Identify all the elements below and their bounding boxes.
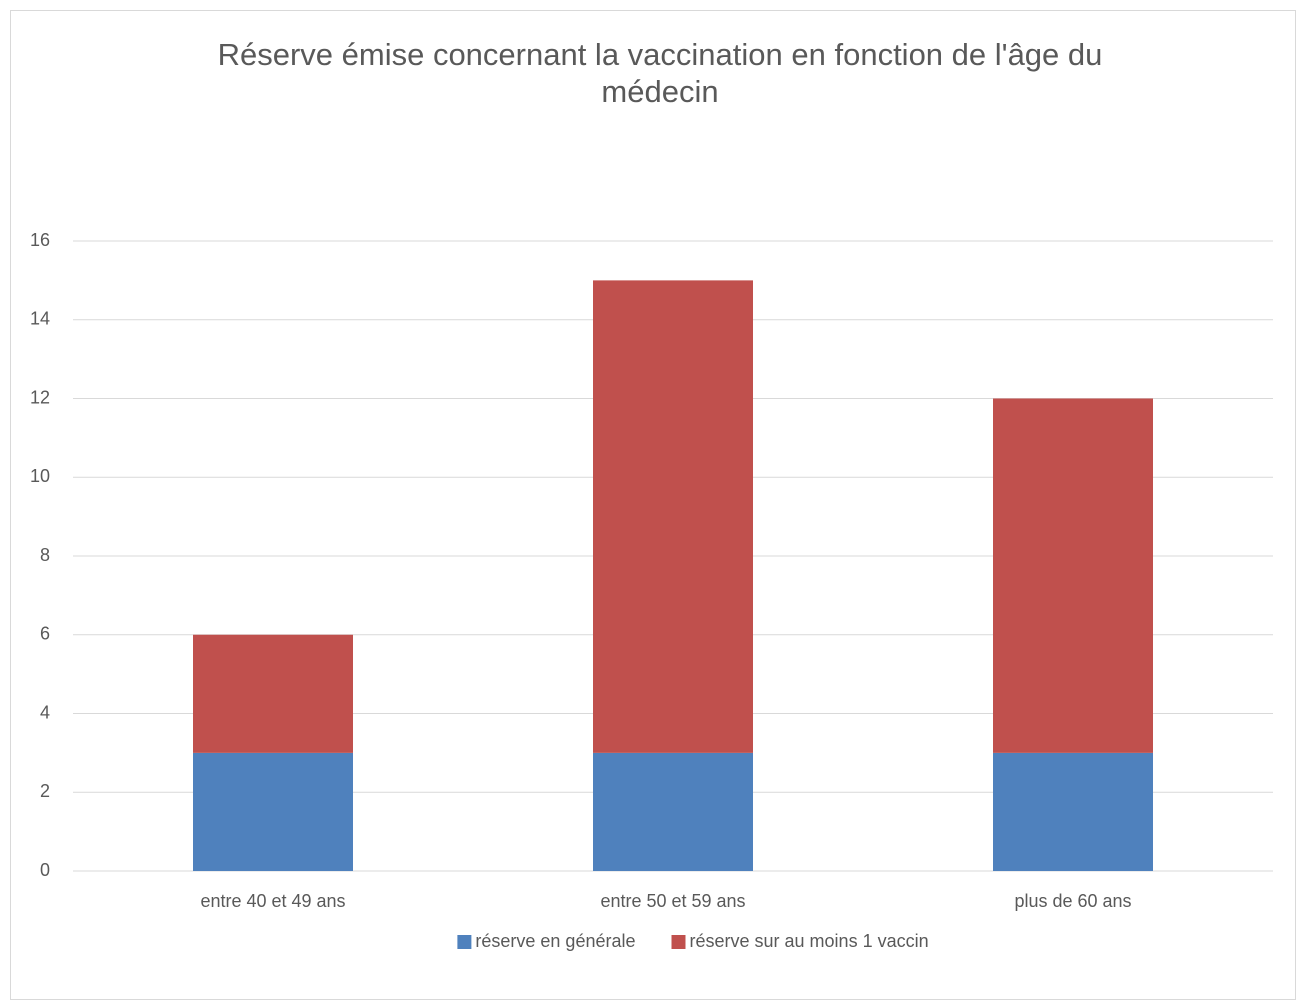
legend-swatch [671, 935, 686, 949]
legend-label: réserve en générale [475, 931, 635, 951]
y-tick-label: 10 [30, 466, 50, 486]
y-tick-label: 2 [40, 781, 50, 801]
y-tick-label: 12 [30, 387, 50, 407]
bar [193, 752, 353, 871]
x-tick-label: entre 50 et 59 ans [600, 891, 745, 911]
y-tick-label: 14 [30, 309, 50, 329]
y-tick-label: 4 [40, 702, 50, 722]
chart-title: Réserve émise concernant la vaccination … [217, 37, 1103, 109]
bar [993, 752, 1153, 871]
y-tick-label: 16 [30, 230, 50, 250]
bar [593, 280, 753, 753]
x-tick-label: entre 40 et 49 ans [200, 891, 345, 911]
bar [193, 634, 353, 753]
bar [993, 398, 1153, 753]
bar [593, 752, 753, 871]
legend-swatch [457, 935, 472, 949]
y-tick-label: 0 [40, 860, 50, 880]
y-tick-label: 8 [40, 545, 50, 565]
x-tick-label: plus de 60 ans [1014, 891, 1131, 911]
legend-label: réserve sur au moins 1 vaccin [690, 931, 929, 951]
y-tick-label: 6 [40, 624, 50, 644]
